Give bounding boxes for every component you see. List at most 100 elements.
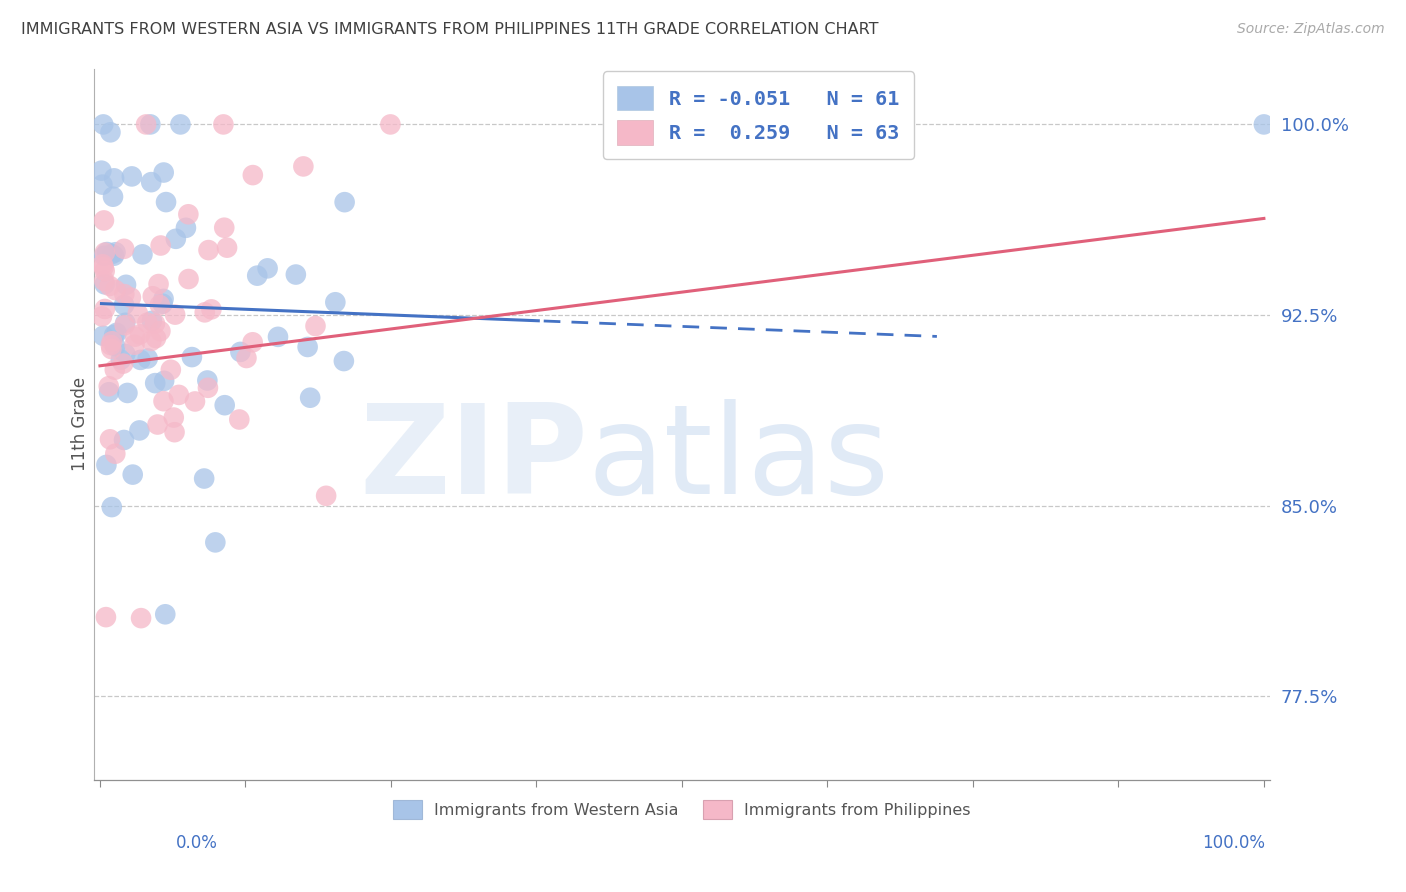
Point <box>90 163 112 178</box>
Point <box>101 334 124 349</box>
Point <box>93 260 115 274</box>
Point <box>149 298 172 312</box>
Point <box>112 287 135 301</box>
Point <box>97 379 120 393</box>
Point <box>91 310 114 324</box>
Point <box>104 339 127 353</box>
Point <box>143 317 166 331</box>
Point <box>101 190 124 204</box>
Point <box>124 329 146 343</box>
Point <box>112 357 135 371</box>
Point <box>152 292 174 306</box>
Point <box>93 213 115 227</box>
Point <box>141 334 163 348</box>
Point <box>267 330 290 344</box>
Point <box>114 318 136 333</box>
Point <box>194 305 217 319</box>
Point <box>212 117 235 131</box>
Point <box>104 245 127 260</box>
Point <box>93 249 115 263</box>
Point <box>104 363 127 377</box>
Point <box>94 610 117 624</box>
Text: IMMIGRANTS FROM WESTERN ASIA VS IMMIGRANTS FROM PHILIPPINES 11TH GRADE CORRELATI: IMMIGRANTS FROM WESTERN ASIA VS IMMIGRAN… <box>21 22 879 37</box>
Point <box>98 279 121 293</box>
Point <box>169 117 191 131</box>
Point <box>193 471 215 485</box>
Point <box>145 331 167 345</box>
Point <box>142 289 165 303</box>
Point <box>184 394 207 409</box>
Point <box>149 238 172 252</box>
Point <box>124 338 146 352</box>
Point <box>100 125 122 139</box>
Point <box>143 376 166 391</box>
Point <box>129 352 152 367</box>
Point <box>215 241 238 255</box>
Text: 100.0%: 100.0% <box>1202 834 1265 852</box>
Point <box>136 316 159 330</box>
Point <box>91 328 114 343</box>
Point <box>152 165 174 179</box>
Point <box>333 195 356 210</box>
Point <box>315 489 337 503</box>
Point <box>163 425 186 440</box>
Point <box>135 117 157 131</box>
Point <box>115 277 138 292</box>
Point <box>103 171 125 186</box>
Point <box>93 277 115 292</box>
Point <box>299 391 322 405</box>
Point <box>96 245 118 260</box>
Point <box>103 249 125 263</box>
Point <box>91 117 114 131</box>
Point <box>104 283 127 297</box>
Point <box>333 354 356 368</box>
Point <box>139 117 162 131</box>
Point <box>105 326 128 340</box>
Point <box>100 338 122 352</box>
Point <box>148 277 170 291</box>
Point <box>131 247 153 261</box>
Point <box>104 447 127 461</box>
Text: 0.0%: 0.0% <box>176 834 218 852</box>
Point <box>114 347 136 361</box>
Point <box>136 351 159 366</box>
Point <box>120 291 142 305</box>
Point <box>155 195 177 210</box>
Point <box>163 410 186 425</box>
Text: Source: ZipAtlas.com: Source: ZipAtlas.com <box>1237 22 1385 37</box>
Point <box>165 232 187 246</box>
Point <box>380 117 402 131</box>
Point <box>246 268 269 283</box>
Point <box>100 342 122 356</box>
Point <box>112 433 135 447</box>
Point <box>228 412 250 426</box>
Point <box>149 324 172 338</box>
Point <box>242 335 264 350</box>
Point <box>235 351 257 365</box>
Point <box>174 220 197 235</box>
Point <box>98 433 121 447</box>
Point <box>214 220 236 235</box>
Point <box>114 316 136 330</box>
Legend: Immigrants from Western Asia, Immigrants from Philippines: Immigrants from Western Asia, Immigrants… <box>387 794 977 825</box>
Point <box>96 458 118 472</box>
Point <box>153 374 176 388</box>
Point <box>200 302 222 317</box>
Point <box>325 295 347 310</box>
Point <box>146 417 169 432</box>
Point <box>177 272 200 286</box>
Point <box>167 388 190 402</box>
Point <box>304 318 326 333</box>
Point <box>242 168 264 182</box>
Point <box>152 394 174 409</box>
Point <box>292 160 315 174</box>
Text: ZIP: ZIP <box>359 400 588 520</box>
Point <box>180 350 202 364</box>
Point <box>94 301 117 316</box>
Point <box>256 261 278 276</box>
Point <box>101 500 124 514</box>
Point <box>284 268 307 282</box>
Point <box>141 314 163 328</box>
Point <box>159 363 181 377</box>
Point <box>127 306 149 320</box>
